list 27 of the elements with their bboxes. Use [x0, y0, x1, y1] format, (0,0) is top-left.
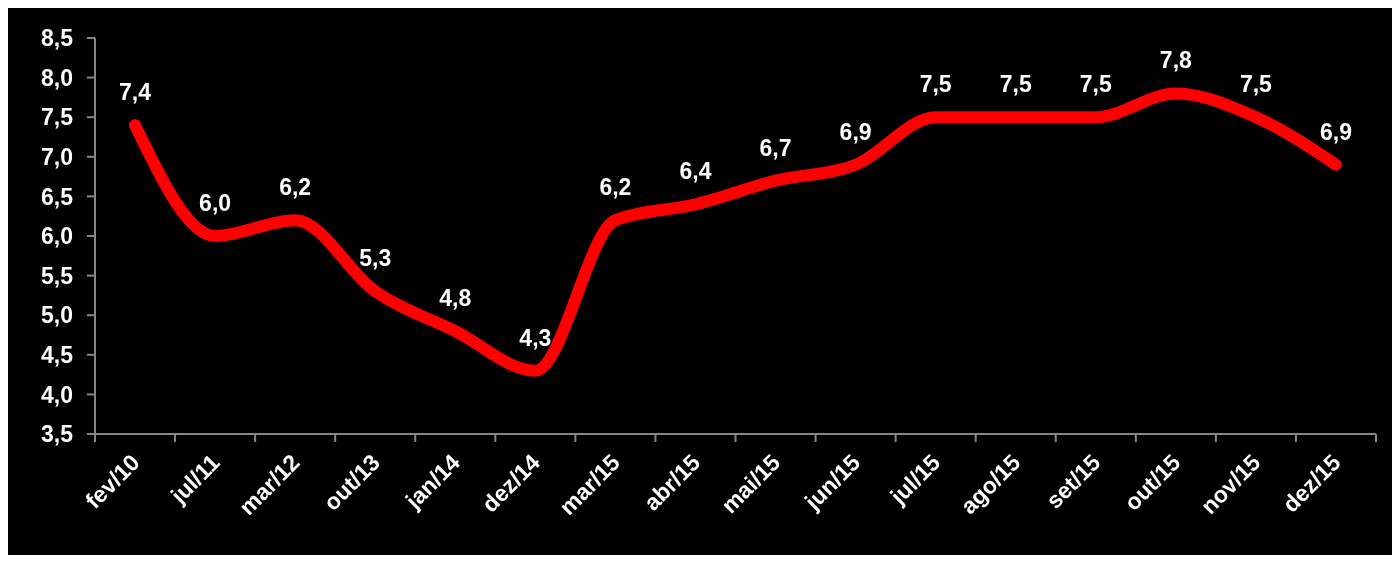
data-label: 6,9	[839, 118, 872, 145]
data-label: 7,5	[1079, 71, 1112, 98]
y-tick-label: 7,5	[41, 104, 74, 131]
y-tick-label: 4,0	[41, 381, 73, 408]
data-label: 7,8	[1159, 47, 1193, 74]
y-tick-label: 8,0	[41, 64, 73, 91]
data-label: 6,2	[599, 174, 632, 201]
data-label: 7,5	[999, 71, 1032, 98]
y-tick-label: 3,5	[41, 421, 74, 448]
data-label: 7,5	[1239, 71, 1273, 98]
data-label: 6,9	[1319, 118, 1352, 145]
data-label: 5,3	[359, 245, 392, 272]
y-tick-label: 6,5	[41, 183, 74, 210]
data-label: 7,5	[919, 71, 952, 98]
y-tick-label: 4,5	[41, 341, 74, 368]
data-label: 7,4	[119, 79, 152, 106]
data-label: 6,2	[279, 174, 312, 201]
y-tick-label: 7,0	[41, 143, 73, 170]
y-tick-label: 5,5	[41, 262, 74, 289]
data-label: 4,3	[519, 324, 552, 351]
data-label: 4,8	[439, 285, 472, 312]
data-label: 6,0	[199, 190, 232, 216]
data-label: 6,7	[759, 134, 792, 161]
y-tick-label: 8,5	[41, 25, 74, 52]
y-tick-label: 6,0	[41, 223, 73, 250]
data-label: 6,4	[679, 158, 712, 185]
y-tick-label: 5,0	[41, 302, 73, 329]
